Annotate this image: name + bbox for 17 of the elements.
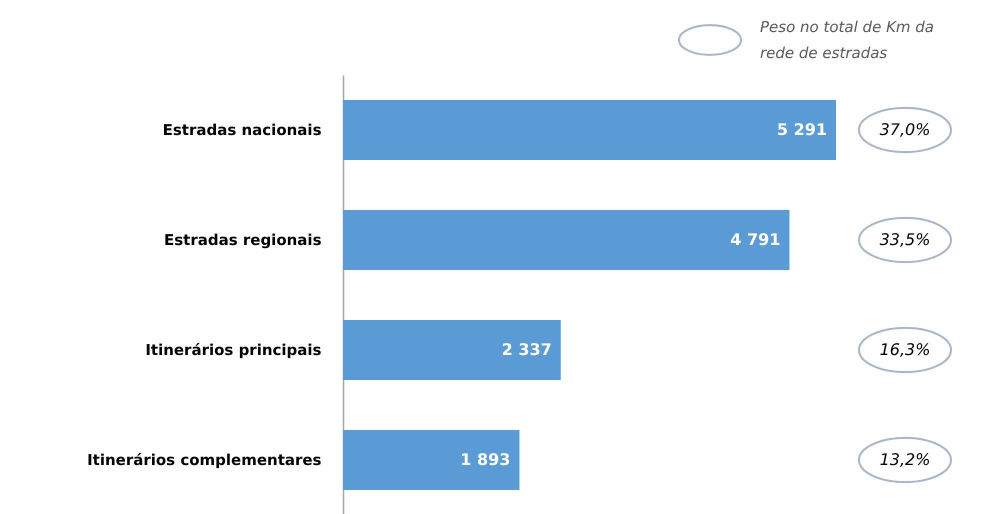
bar — [343, 430, 520, 490]
y-tick-label: Itinerários complementares — [87, 451, 322, 469]
y-tick-label: Estradas regionais — [164, 231, 322, 249]
text: Peso no total de Km da rede de estradas — [760, 18, 934, 62]
data-label: 5 291 — [776, 120, 827, 139]
y-tick-label: Itinerários principais — [145, 341, 322, 359]
data-label: 2 337 — [502, 340, 552, 359]
bar — [343, 320, 561, 380]
text: 13,2% — [880, 450, 930, 469]
data-label: 4 791 — [730, 230, 780, 249]
text: 33,5% — [880, 230, 930, 249]
bar — [343, 210, 790, 270]
text: 16,3% — [880, 340, 930, 359]
text: 37,0% — [880, 120, 930, 139]
y-tick-label: Estradas nacionais — [162, 121, 322, 139]
data-label: 1 893 — [460, 450, 510, 469]
bar — [343, 100, 836, 160]
